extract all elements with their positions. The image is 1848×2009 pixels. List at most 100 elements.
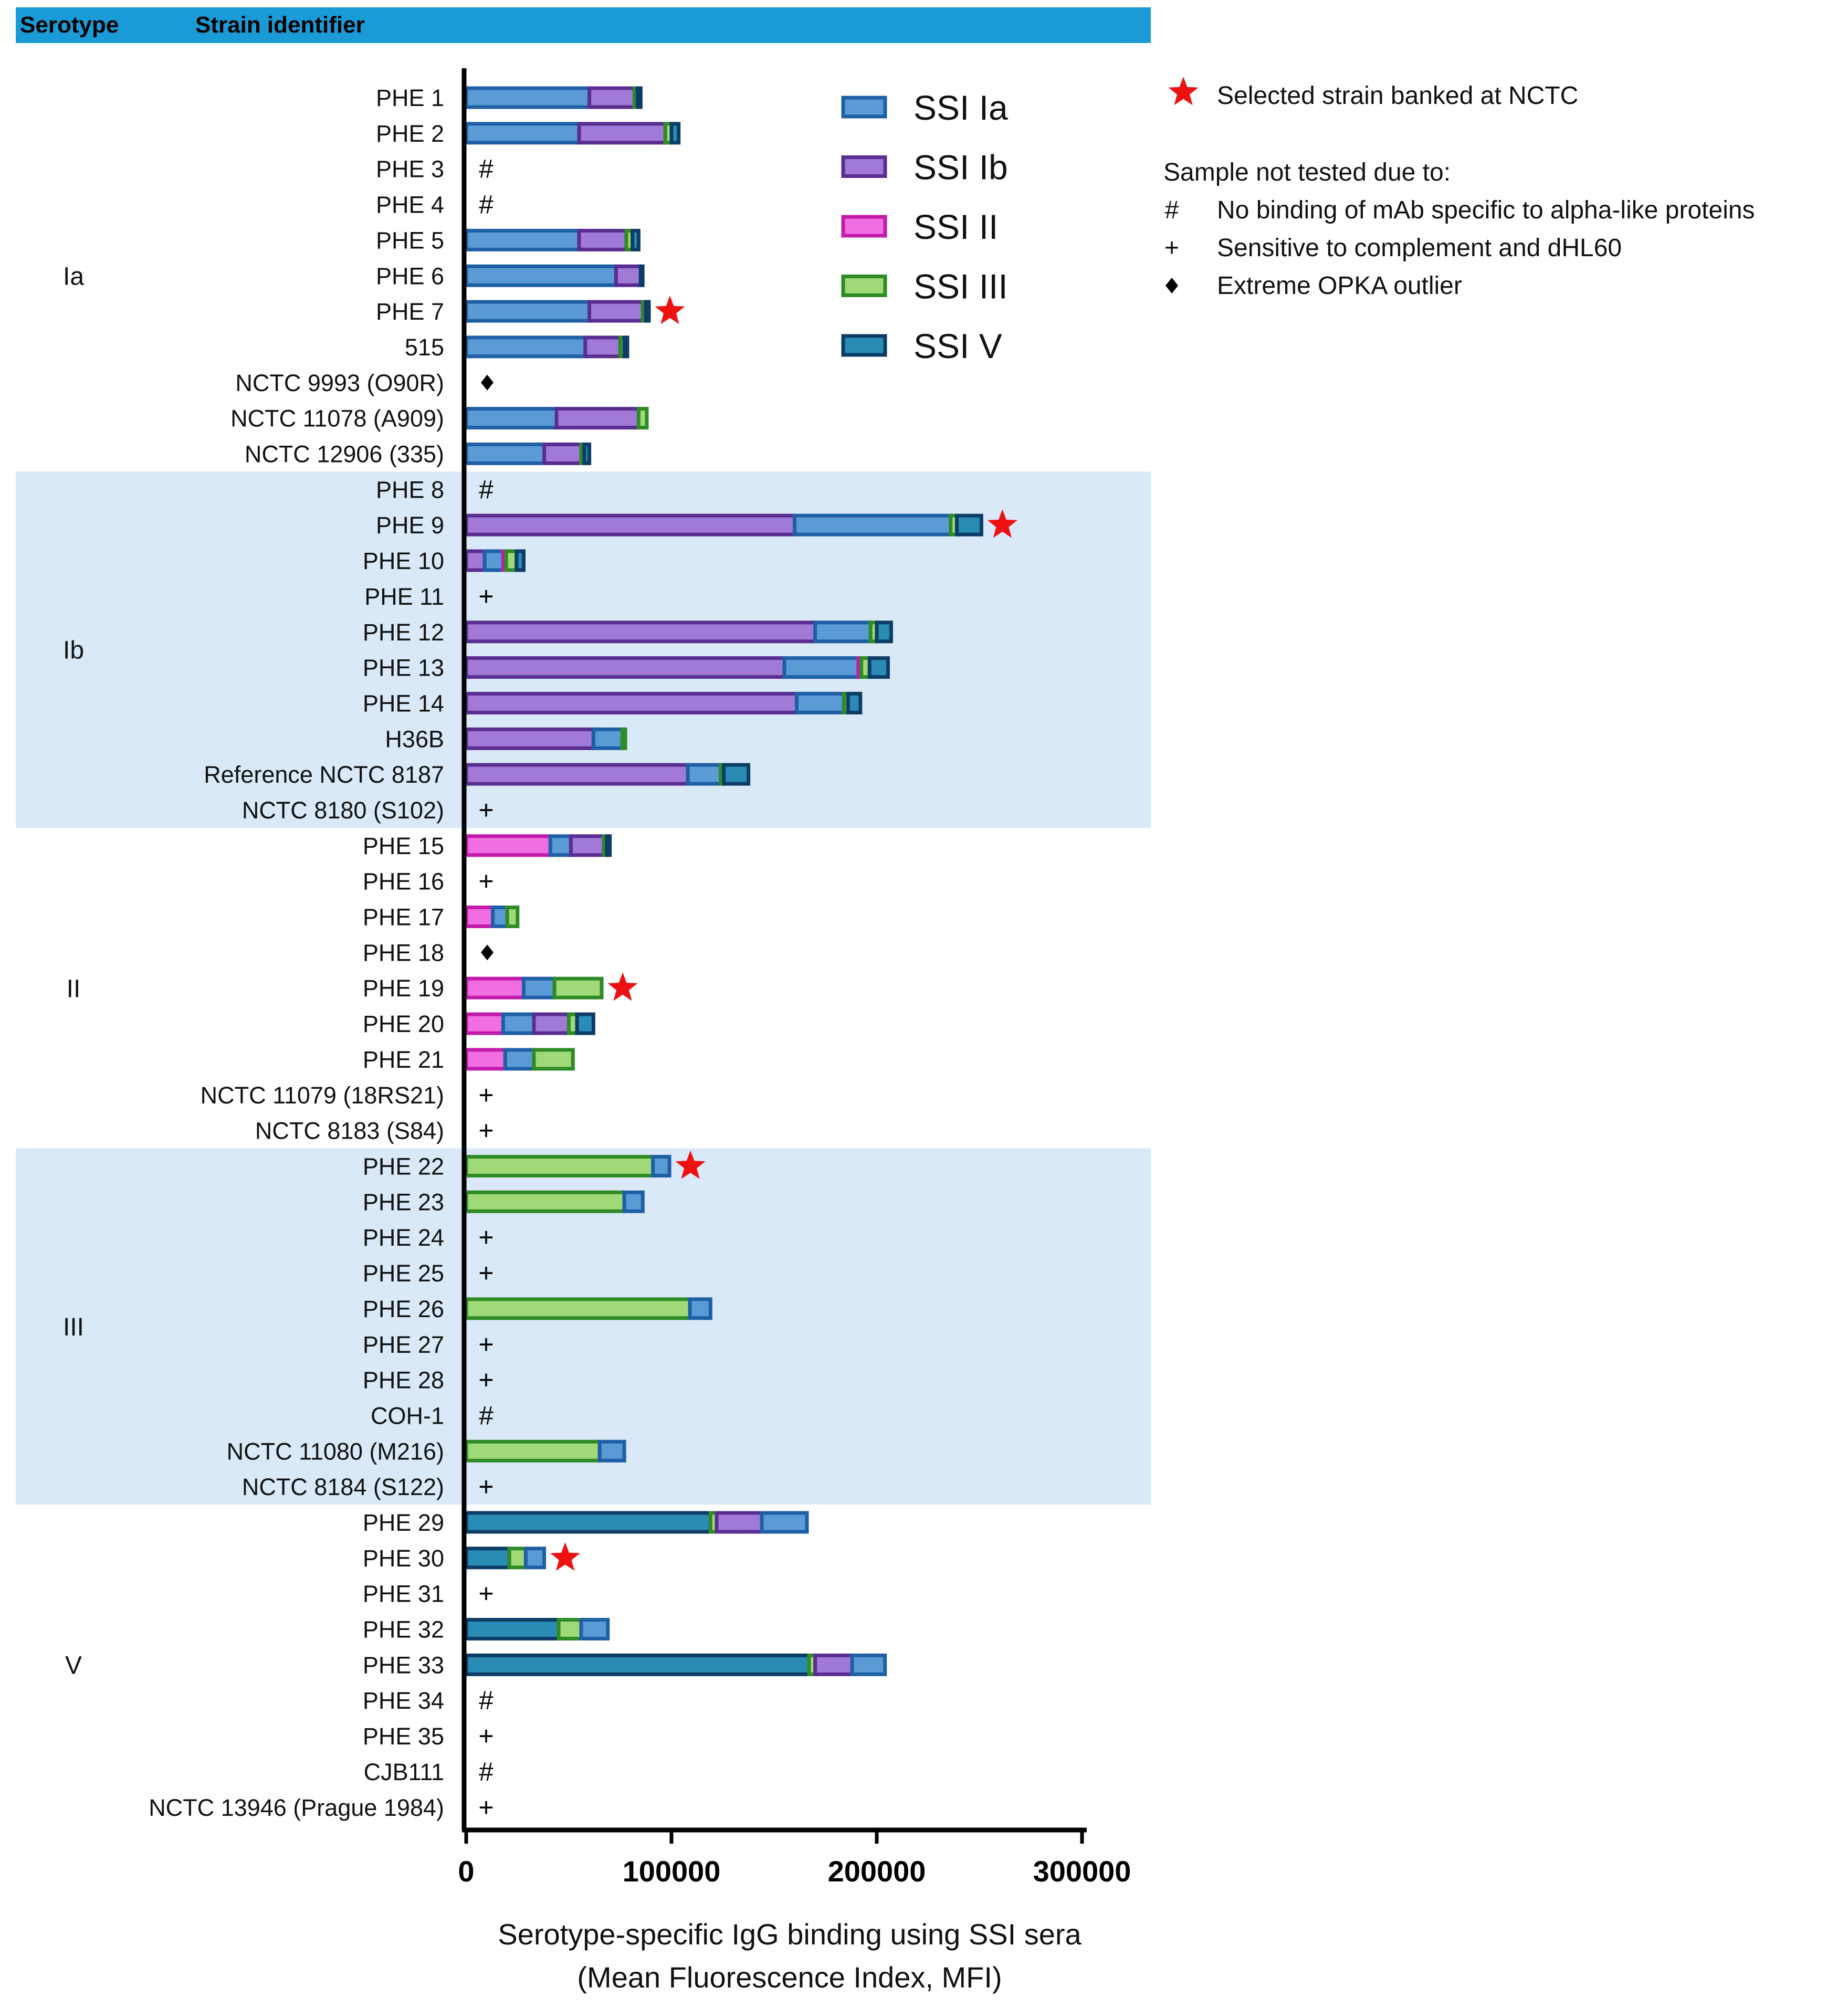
bar-segment bbox=[464, 834, 552, 857]
bar-segment bbox=[591, 727, 624, 750]
bar-segment bbox=[846, 691, 863, 714]
bar-segment bbox=[569, 834, 606, 857]
strain-label: PHE 18 bbox=[363, 939, 444, 966]
hash-marker: # bbox=[479, 1757, 494, 1786]
strain-label: PHE 9 bbox=[376, 512, 444, 539]
strain-label: PHE 3 bbox=[376, 156, 444, 183]
bar-segment bbox=[542, 443, 583, 465]
strain-label: 515 bbox=[405, 334, 444, 361]
bar-segment bbox=[583, 335, 622, 359]
bar-segment bbox=[522, 976, 556, 1000]
plus-marker: + bbox=[478, 1258, 494, 1288]
strain-label: NCTC 8180 (S102) bbox=[242, 797, 444, 824]
bar-segment bbox=[501, 1012, 536, 1035]
plus-marker: + bbox=[478, 795, 494, 825]
bar-segment bbox=[464, 335, 587, 359]
outlier-diamond-marker bbox=[481, 374, 494, 391]
bar-segment bbox=[556, 1618, 583, 1640]
strain-label: PHE 17 bbox=[363, 904, 444, 931]
strain-label: PHE 16 bbox=[363, 868, 444, 895]
note-symbol: # bbox=[1165, 196, 1179, 224]
strain-label: PHE 5 bbox=[376, 227, 444, 254]
bar-segment bbox=[464, 228, 581, 251]
strain-label: NCTC 11080 (M216) bbox=[227, 1438, 444, 1465]
bar-segment bbox=[587, 300, 645, 323]
bar-segment bbox=[491, 906, 509, 928]
bar-segment bbox=[760, 1511, 809, 1534]
bar-segment bbox=[813, 1653, 854, 1676]
strain-label: COH-1 bbox=[371, 1402, 444, 1429]
strain-label: PHE 26 bbox=[363, 1296, 444, 1322]
bar-segment bbox=[464, 443, 547, 465]
bar-segment bbox=[782, 656, 860, 679]
strain-label: PHE 29 bbox=[363, 1509, 444, 1536]
legend-swatch bbox=[841, 215, 887, 238]
plus-marker: + bbox=[478, 1721, 494, 1751]
header-serotype: Serotype bbox=[20, 12, 119, 38]
bar-segment bbox=[867, 656, 890, 679]
bar-segment bbox=[955, 513, 983, 537]
serotype-label: III bbox=[63, 1313, 84, 1341]
bar-segment bbox=[631, 228, 640, 251]
legend-swatch bbox=[841, 275, 887, 297]
hash-marker: # bbox=[479, 1686, 494, 1715]
selected-star bbox=[550, 1542, 581, 1571]
header-strain-identifier: Strain identifier bbox=[195, 12, 365, 38]
strain-label: PHE 6 bbox=[376, 262, 444, 289]
x-axis-label-line2: (Mean Fluorescence Index, MFI) bbox=[577, 1961, 1002, 1994]
bar-segment bbox=[614, 264, 643, 287]
bar-segment bbox=[622, 335, 629, 359]
bars bbox=[464, 86, 983, 1676]
note-reason: Sensitive to complement and dHL60 bbox=[1217, 234, 1622, 262]
bar-segment bbox=[722, 763, 751, 786]
bar-segment bbox=[464, 300, 592, 323]
bar-segment bbox=[686, 763, 723, 786]
bar-segment bbox=[850, 1653, 887, 1676]
selected-star bbox=[607, 972, 638, 1001]
bar-segment bbox=[688, 1297, 712, 1320]
bar-segment bbox=[464, 1190, 626, 1213]
bar-segment bbox=[644, 300, 651, 323]
bar-segment bbox=[464, 1155, 655, 1177]
legend-label: SSI III bbox=[914, 267, 1008, 306]
plus-marker: + bbox=[478, 1330, 494, 1359]
strain-label: PHE 25 bbox=[363, 1260, 444, 1287]
strain-label: PHE 35 bbox=[363, 1723, 444, 1750]
bar-segment bbox=[464, 1297, 692, 1320]
bar-segment bbox=[464, 264, 618, 287]
strain-label: PHE 19 bbox=[363, 975, 444, 1002]
strain-label: NCTC 11079 (18RS21) bbox=[201, 1082, 444, 1109]
strain-label: PHE 4 bbox=[376, 192, 444, 218]
plus-marker: + bbox=[478, 1793, 494, 1822]
bar-segment bbox=[507, 1547, 528, 1570]
bar-segment bbox=[505, 906, 520, 928]
strain-label: PHE 30 bbox=[363, 1545, 444, 1572]
bar-segment bbox=[597, 1439, 626, 1463]
strain-label: PHE 20 bbox=[363, 1011, 444, 1037]
outlier-diamond-marker bbox=[481, 944, 494, 961]
bar-segment bbox=[669, 122, 681, 145]
hash-marker: # bbox=[479, 1401, 494, 1430]
bar-segment bbox=[464, 1618, 561, 1640]
bar-segment bbox=[503, 1048, 536, 1071]
bar-segment bbox=[577, 122, 667, 145]
bar-segment bbox=[620, 727, 627, 750]
strain-label: PHE 8 bbox=[376, 476, 444, 503]
strain-label: PHE 22 bbox=[363, 1153, 444, 1180]
legend-label: SSI II bbox=[914, 207, 998, 246]
legend-label: SSI Ib bbox=[914, 148, 1008, 187]
bar-segment bbox=[875, 620, 893, 644]
notes: Selected strain banked at NCTC Sample not… bbox=[1163, 77, 1755, 300]
bar-segment bbox=[464, 513, 797, 537]
legend-swatch bbox=[841, 96, 887, 119]
hash-marker: # bbox=[479, 154, 494, 184]
strain-label: PHE 31 bbox=[363, 1581, 444, 1607]
x-axis-label-line1: Serotype-specific IgG binding using SSI … bbox=[498, 1918, 1082, 1951]
bar-segment bbox=[638, 264, 645, 287]
strain-label: Reference NCTC 8187 bbox=[204, 761, 444, 788]
bar-segment bbox=[464, 1653, 811, 1676]
plus-marker: + bbox=[478, 1579, 494, 1608]
strain-label: PHE 14 bbox=[363, 690, 444, 717]
bar-segment bbox=[523, 1547, 547, 1570]
strain-label: PHE 28 bbox=[363, 1367, 444, 1394]
